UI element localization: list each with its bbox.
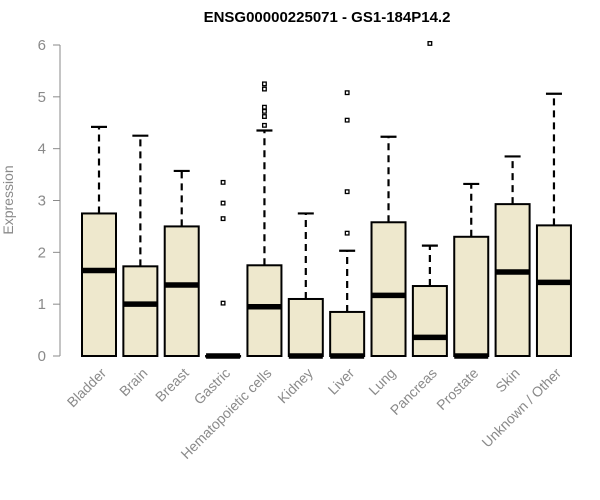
x-tick-label: Bladder [64, 365, 110, 411]
x-tick-label: Lung [365, 365, 398, 398]
y-tick-label: 6 [38, 37, 46, 54]
box [535, 224, 572, 357]
y-axis: 0 1 2 3 4 5 6 [38, 37, 61, 365]
box [163, 225, 200, 357]
box-group [535, 92, 572, 357]
box [329, 310, 366, 358]
box-group [287, 212, 324, 359]
box [122, 265, 159, 358]
x-tick-label: Kidney [274, 365, 316, 407]
box-group [411, 40, 448, 357]
box-group [329, 90, 366, 359]
box-group [81, 125, 117, 357]
x-tick-label: Brain [116, 365, 150, 399]
y-tick-label: 4 [38, 141, 46, 158]
outlier-point [220, 300, 226, 306]
y-tick-label: 0 [38, 348, 46, 365]
box-group [205, 179, 242, 359]
y-axis-label: Expression [0, 165, 16, 234]
box-group [370, 135, 407, 357]
x-tick-label: Breast [152, 365, 192, 405]
outlier-point [220, 200, 226, 206]
outlier-point [261, 114, 267, 119]
outlier-point [261, 81, 267, 87]
outlier-point [261, 122, 267, 128]
box-group [494, 155, 531, 357]
box [494, 203, 531, 357]
box [287, 297, 324, 358]
x-tick-label: Skin [492, 365, 523, 396]
outlier-point [344, 90, 350, 96]
y-tick-label: 5 [38, 89, 46, 106]
outlier-point [427, 40, 433, 46]
outlier-point [344, 230, 350, 236]
box [246, 264, 283, 357]
box-group [453, 182, 490, 359]
chart-title: ENSG00000225071 - GS1-184P14.2 [204, 9, 451, 26]
outlier-point [261, 108, 267, 114]
y-tick-label: 2 [38, 244, 46, 261]
y-tick-label: 3 [38, 193, 46, 210]
box-group [246, 81, 283, 357]
outlier-point [261, 104, 267, 110]
outlier-point [220, 216, 226, 222]
x-tick-label: Unknown / Other [478, 365, 564, 451]
plot-area [81, 40, 572, 359]
box [453, 235, 490, 358]
outlier-point [344, 189, 350, 195]
box [411, 285, 448, 357]
outlier-point [344, 117, 350, 123]
y-tick-label: 1 [38, 296, 46, 313]
outlier-point [261, 86, 267, 92]
box [81, 212, 117, 357]
x-tick-label: Liver [325, 365, 358, 398]
box-group [122, 134, 159, 358]
x-tick-label: Prostate [433, 365, 481, 413]
outlier-point [220, 179, 226, 185]
box-group [163, 169, 200, 357]
box [370, 221, 407, 357]
